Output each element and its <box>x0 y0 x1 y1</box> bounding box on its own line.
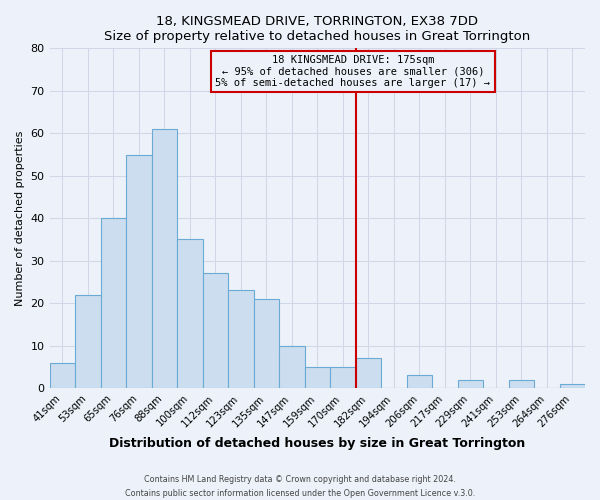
Title: 18, KINGSMEAD DRIVE, TORRINGTON, EX38 7DD
Size of property relative to detached : 18, KINGSMEAD DRIVE, TORRINGTON, EX38 7D… <box>104 15 530 43</box>
Bar <box>50 362 75 388</box>
Bar <box>509 380 534 388</box>
Text: Contains HM Land Registry data © Crown copyright and database right 2024.
Contai: Contains HM Land Registry data © Crown c… <box>125 476 475 498</box>
Bar <box>305 367 330 388</box>
Bar <box>177 240 203 388</box>
Bar <box>458 380 483 388</box>
Bar <box>203 274 228 388</box>
Bar <box>330 367 356 388</box>
Bar <box>75 294 101 388</box>
Bar <box>152 129 177 388</box>
Bar <box>228 290 254 388</box>
Bar <box>101 218 126 388</box>
Y-axis label: Number of detached properties: Number of detached properties <box>15 130 25 306</box>
Bar <box>254 299 279 388</box>
Text: 18 KINGSMEAD DRIVE: 175sqm
← 95% of detached houses are smaller (306)
5% of semi: 18 KINGSMEAD DRIVE: 175sqm ← 95% of deta… <box>215 54 490 88</box>
Bar <box>279 346 305 388</box>
Bar <box>560 384 585 388</box>
Bar <box>126 154 152 388</box>
Bar <box>356 358 381 388</box>
Bar <box>407 376 432 388</box>
X-axis label: Distribution of detached houses by size in Great Torrington: Distribution of detached houses by size … <box>109 437 526 450</box>
